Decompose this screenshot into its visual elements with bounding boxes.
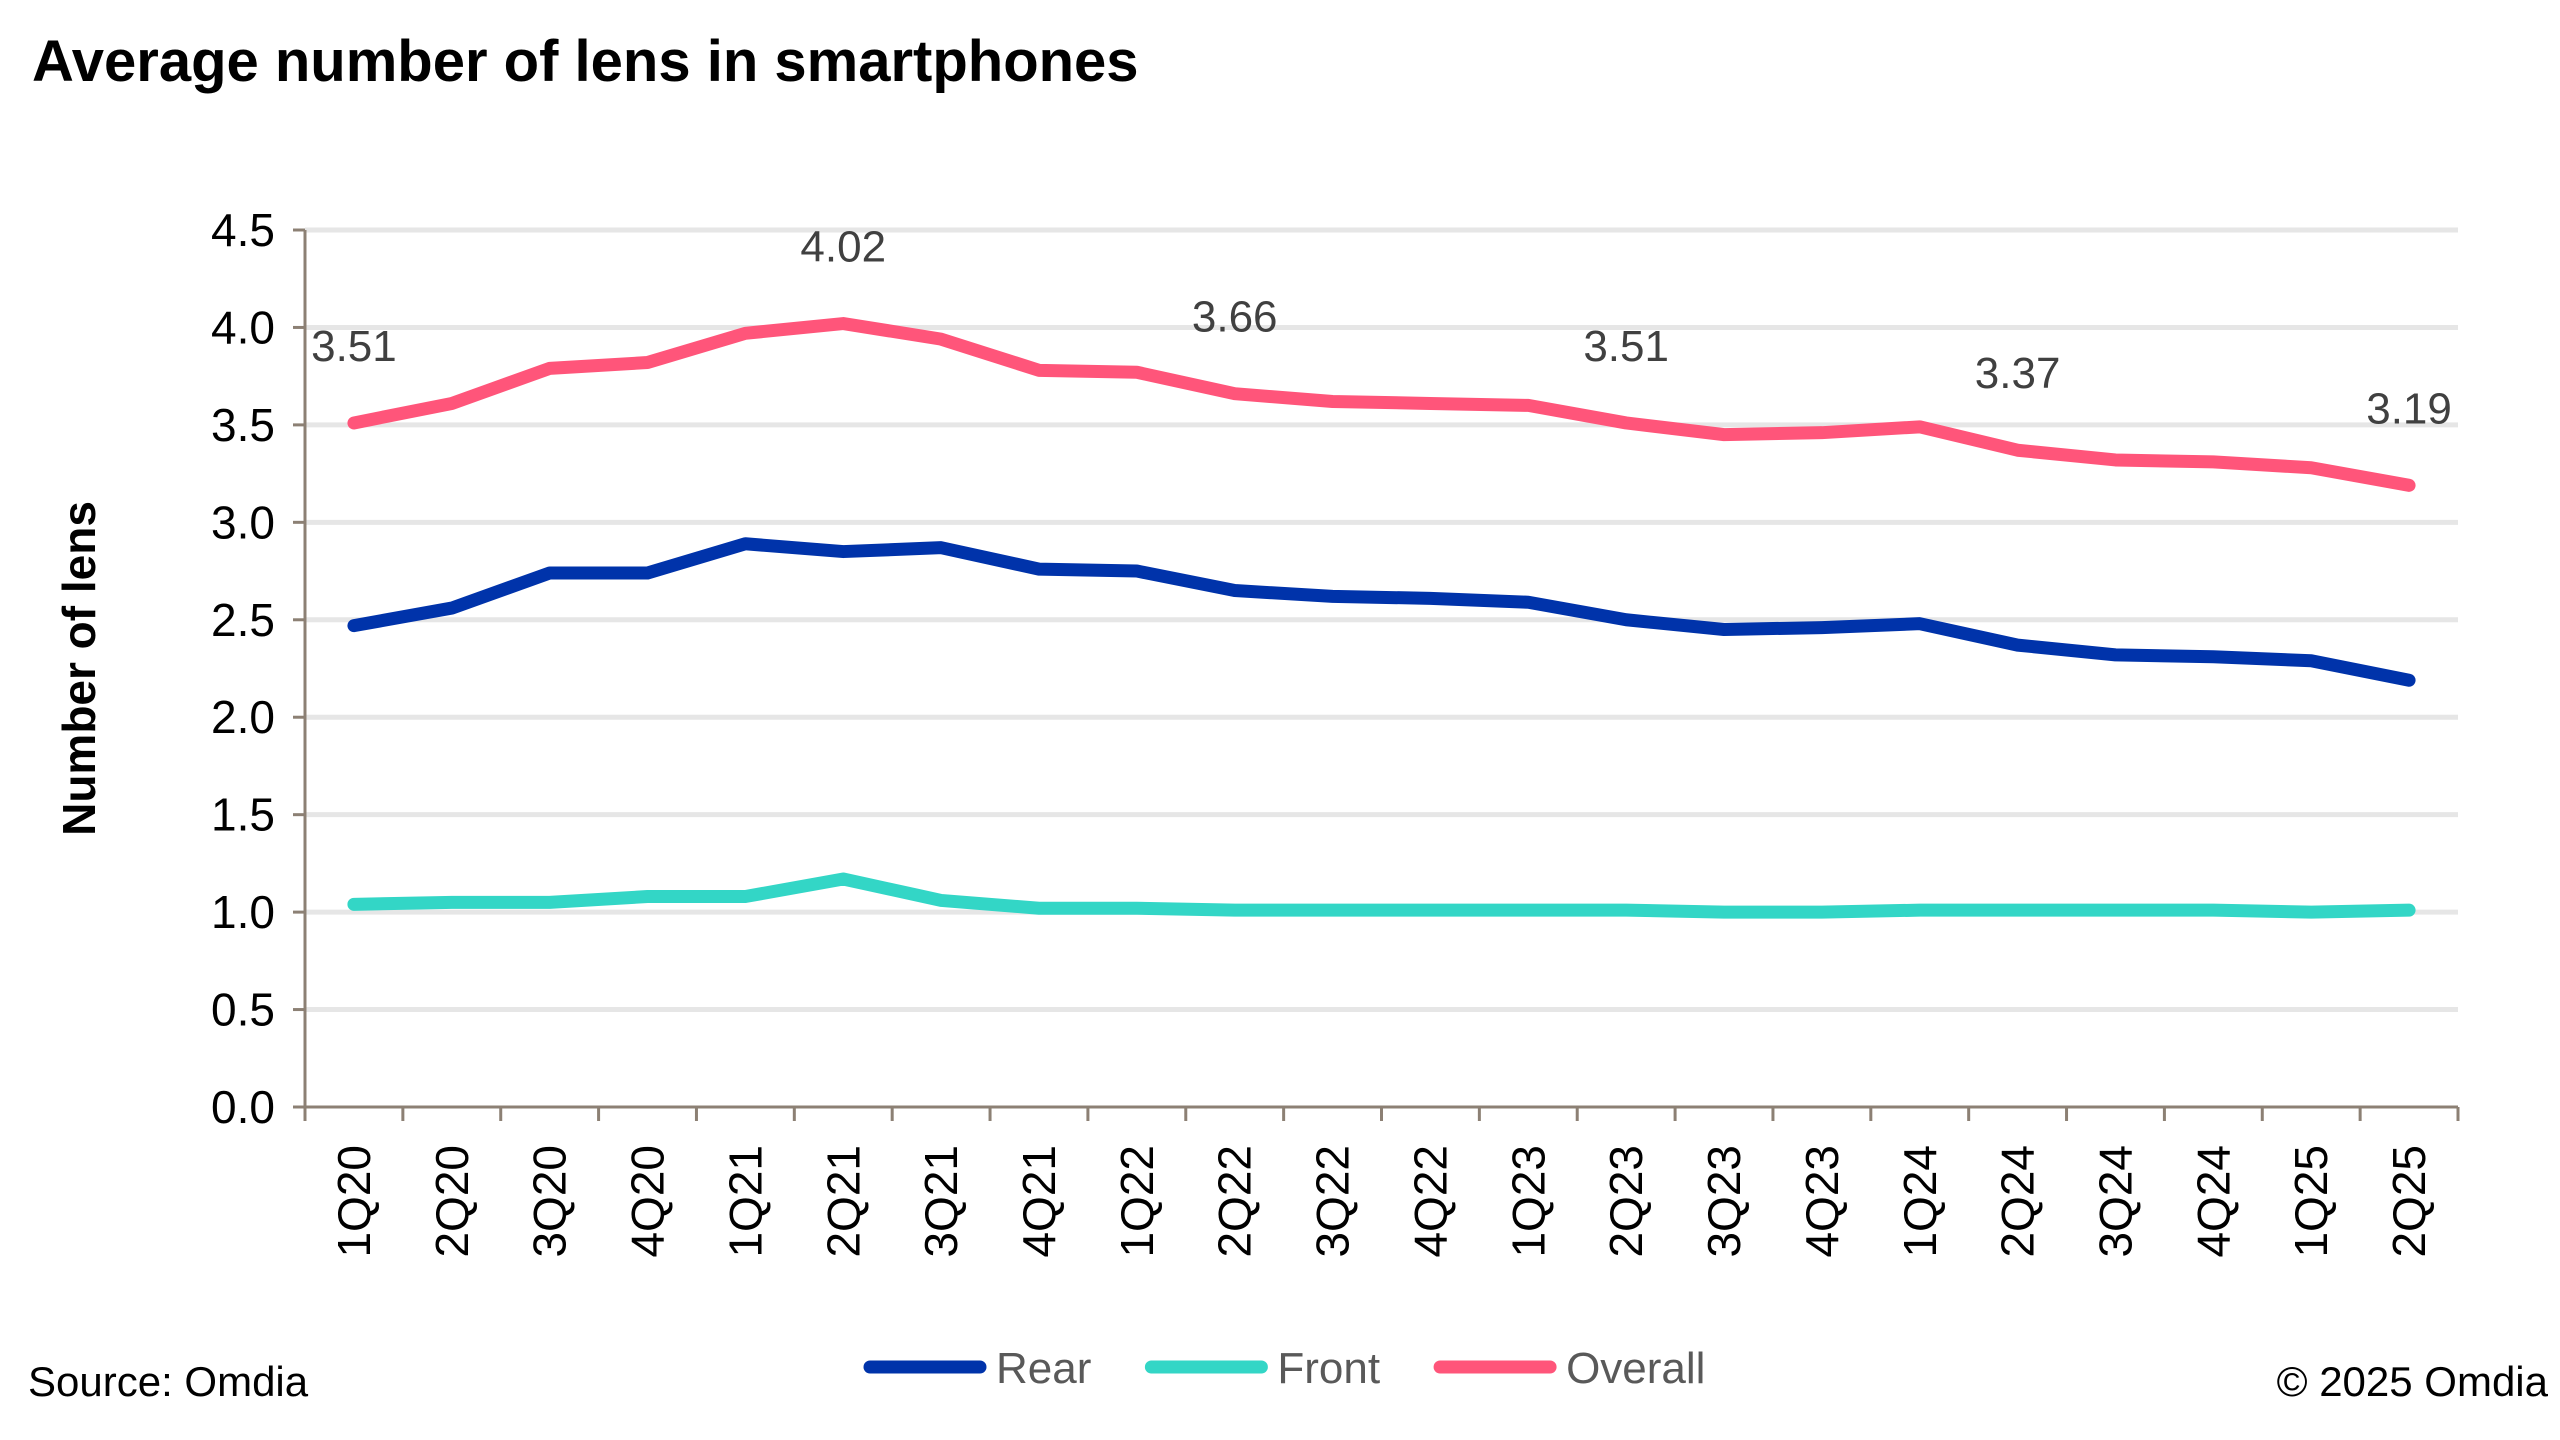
y-tick-label: 0.5 [211, 984, 275, 1036]
series-line-front [347, 872, 2416, 919]
x-tick-label: 3Q21 [915, 1145, 967, 1258]
x-tick-label: 1Q20 [328, 1145, 380, 1258]
y-tick-label: 1.5 [211, 789, 275, 841]
chart-title: Average number of lens in smartphones [32, 29, 1139, 94]
y-axis-title: Number of lens [53, 501, 105, 836]
y-tick-label: 3.0 [211, 496, 275, 548]
x-tick-label: 2Q22 [1209, 1145, 1261, 1258]
data-label: 4.02 [800, 223, 886, 272]
x-tick-label: 2Q23 [1600, 1145, 1652, 1258]
x-tick-label: 1Q25 [2285, 1145, 2337, 1258]
source-note: Source: Omdia [28, 1358, 309, 1405]
x-tick-label: 2Q21 [817, 1145, 869, 1258]
x-tick-label: 2Q24 [1992, 1145, 2044, 1258]
x-tick-label: 4Q20 [622, 1145, 674, 1258]
x-tick-label: 1Q23 [1502, 1145, 1554, 1258]
data-label: 3.51 [1583, 322, 1669, 371]
x-tick-label: 4Q22 [1404, 1145, 1456, 1258]
x-tick-label: 1Q24 [1894, 1145, 1946, 1258]
x-tick-label: 2Q20 [426, 1145, 478, 1258]
legend-label-overall: Overall [1566, 1344, 1705, 1393]
data-label: 3.66 [1192, 293, 1278, 342]
y-tick-label: 2.0 [211, 691, 275, 743]
y-tick-label: 0.0 [211, 1081, 275, 1133]
x-tick-label: 3Q24 [2089, 1145, 2141, 1258]
series-line-overall [347, 317, 2416, 492]
x-tick-label: 3Q20 [524, 1145, 576, 1258]
legend-label-front: Front [1277, 1344, 1380, 1393]
x-tick-label: 1Q21 [719, 1145, 771, 1258]
y-tick-label: 1.0 [211, 886, 275, 938]
y-tick-label: 4.5 [211, 204, 275, 256]
x-tick-label: 4Q24 [2187, 1145, 2239, 1258]
data-label: 3.19 [2366, 384, 2452, 433]
series-line-rear [347, 537, 2416, 687]
x-tick-label: 4Q23 [1796, 1145, 1848, 1258]
data-label: 3.51 [311, 322, 397, 371]
y-tick-label: 4.0 [211, 301, 275, 353]
x-tick-label: 2Q25 [2383, 1145, 2435, 1258]
y-tick-label: 3.5 [211, 399, 275, 451]
y-tick-label: 2.5 [211, 594, 275, 646]
x-tick-label: 4Q21 [1013, 1145, 1065, 1258]
data-label: 3.37 [1975, 349, 2061, 398]
legend-label-rear: Rear [996, 1344, 1091, 1393]
x-tick-label: 1Q22 [1111, 1145, 1163, 1258]
x-tick-label: 3Q22 [1307, 1145, 1359, 1258]
x-tick-label: 3Q23 [1698, 1145, 1750, 1258]
copyright-note: © 2025 Omdia [2276, 1358, 2548, 1405]
